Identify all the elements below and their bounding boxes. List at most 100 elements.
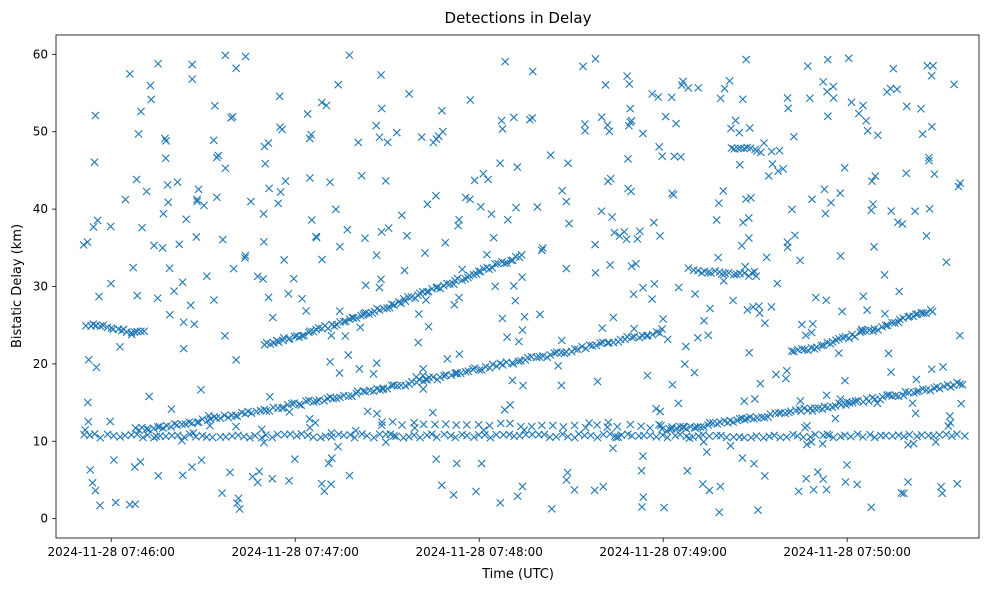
data-point: [268, 474, 277, 483]
data-point: [643, 331, 652, 340]
data-point: [212, 193, 221, 202]
data-point: [580, 120, 589, 129]
data-point: [834, 349, 843, 358]
data-point: [905, 430, 914, 439]
data-point: [275, 92, 284, 101]
data-point: [563, 468, 572, 477]
data-point: [690, 424, 699, 432]
data-point: [593, 433, 602, 442]
data-point: [298, 294, 307, 303]
data-point: [500, 259, 509, 268]
data-point: [743, 143, 752, 152]
data-point: [432, 455, 441, 464]
data-point: [648, 295, 657, 304]
data-point: [533, 202, 542, 211]
data-point: [133, 291, 142, 300]
data-point: [178, 278, 187, 287]
data-point: [259, 438, 268, 447]
data-point: [625, 79, 634, 88]
data-point: [868, 200, 877, 209]
data-point: [292, 431, 301, 440]
data-point: [311, 418, 320, 427]
data-point: [261, 430, 270, 439]
data-point: [764, 171, 773, 180]
data-point: [231, 411, 240, 420]
data-point: [503, 333, 512, 342]
data-point: [344, 392, 353, 401]
data-point: [84, 417, 93, 426]
data-point: [766, 410, 775, 419]
data-point: [679, 423, 688, 432]
data-point: [418, 371, 427, 380]
data-point: [745, 123, 754, 132]
data-point: [752, 432, 761, 441]
data-point: [193, 418, 202, 427]
data-point: [627, 262, 636, 271]
data-point: [345, 471, 354, 480]
data-point: [913, 309, 922, 318]
data-point: [630, 324, 639, 333]
data-point: [794, 487, 803, 496]
data-point: [454, 293, 463, 302]
data-point: [801, 331, 810, 340]
data-point: [599, 430, 608, 439]
data-point: [799, 433, 808, 442]
data-point: [397, 299, 406, 308]
data-point: [187, 463, 196, 472]
data-point: [389, 431, 398, 440]
data-point: [506, 400, 515, 409]
data-point: [955, 331, 964, 340]
data-point: [480, 430, 489, 439]
data-point: [739, 218, 748, 227]
data-point: [574, 430, 583, 438]
data-point: [239, 432, 248, 441]
data-point: [144, 425, 153, 434]
data-point: [268, 433, 277, 442]
data-point: [743, 305, 752, 314]
data-point: [633, 234, 642, 243]
data-point: [491, 259, 500, 268]
data-point: [376, 275, 385, 284]
data-point: [637, 422, 646, 431]
data-point: [668, 189, 677, 198]
data-point: [528, 114, 537, 122]
data-point: [796, 256, 805, 265]
data-point: [585, 341, 594, 350]
data-point: [90, 158, 99, 167]
data-point: [221, 51, 230, 60]
data-point: [627, 333, 636, 342]
data-point: [335, 242, 344, 251]
data-point: [829, 82, 838, 91]
data-point: [197, 456, 206, 465]
data-point: [586, 431, 595, 440]
data-point: [902, 102, 911, 111]
data-point: [605, 127, 614, 136]
data-point: [235, 505, 244, 514]
data-point: [453, 369, 462, 378]
data-point: [817, 341, 826, 350]
data-point: [519, 381, 527, 390]
data-point: [461, 367, 470, 376]
data-point: [638, 452, 647, 461]
data-point: [918, 130, 927, 139]
data-point: [377, 70, 386, 79]
data-point: [740, 397, 749, 406]
data-point: [317, 98, 326, 107]
data-point: [798, 344, 806, 353]
data-point: [538, 244, 547, 252]
data-point: [950, 80, 959, 89]
data-point: [377, 104, 386, 113]
data-point: [667, 424, 676, 433]
data-point: [844, 54, 853, 63]
y-axis-label: Bistatic Delay (km): [10, 224, 25, 348]
data-point: [615, 231, 624, 240]
data-point: [464, 367, 473, 376]
data-point: [404, 432, 413, 441]
data-point: [262, 406, 271, 415]
data-point: [881, 321, 890, 330]
data-point: [564, 159, 573, 168]
data-point: [360, 234, 369, 243]
data-point: [142, 187, 151, 196]
data-point: [404, 292, 413, 301]
data-point: [136, 327, 145, 336]
